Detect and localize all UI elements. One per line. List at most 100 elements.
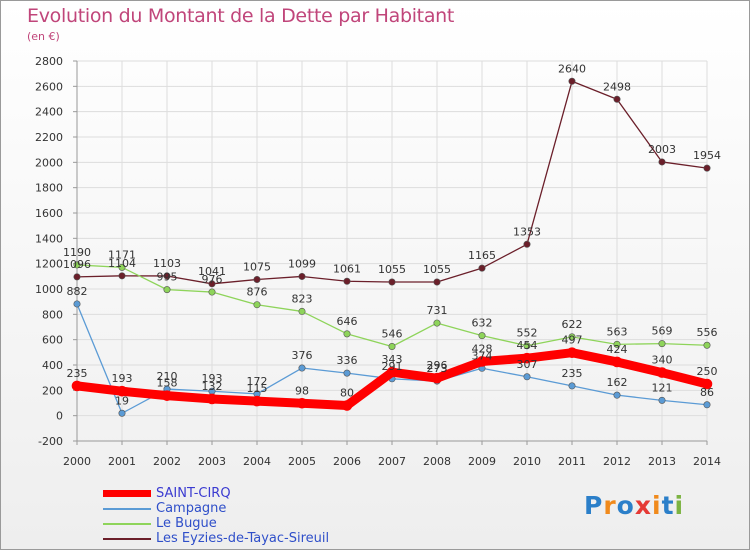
data-label-saint-cirq: 340: [652, 354, 673, 367]
data-label-campagne: 193: [202, 372, 223, 385]
data-point-le-bugue: [253, 301, 261, 309]
data-label-le-bugue: 632: [472, 317, 493, 330]
data-label-campagne: 882: [67, 285, 88, 298]
data-point-saint-cirq: [521, 352, 533, 364]
data-labels: 1096 1104 1103 1041 1075 1099 1061 1055 1055 1165…: [63, 62, 721, 407]
data-label-saint-cirq: 428: [472, 342, 493, 355]
data-point-les-eyzies-de-tayac-sireuil: [433, 278, 441, 286]
data-point-saint-cirq: [116, 385, 128, 397]
data-point-campagne: [523, 373, 531, 381]
data-point-les-eyzies-de-tayac-sireuil: [298, 272, 306, 280]
data-point-saint-cirq: [386, 366, 398, 378]
data-point-saint-cirq: [71, 380, 83, 392]
y-tick-label: 800: [42, 308, 63, 321]
data-point-les-eyzies-de-tayac-sireuil: [73, 273, 81, 281]
legend-swatch: [103, 490, 151, 497]
data-label-saint-cirq: 343: [382, 353, 403, 366]
data-point-saint-cirq: [251, 395, 263, 407]
data-point-les-eyzies-de-tayac-sireuil: [208, 280, 216, 288]
data-label-les-eyzies-de-tayac-sireuil: 1104: [108, 257, 136, 270]
data-label-campagne: 376: [292, 349, 313, 362]
x-tick-label: 2008: [423, 455, 451, 468]
data-point-les-eyzies-de-tayac-sireuil: [118, 272, 126, 280]
logo-letter: i: [652, 491, 662, 520]
data-label-le-bugue: 546: [382, 328, 403, 341]
legend-swatch: [103, 538, 151, 540]
series-lines: [71, 77, 713, 417]
data-label-le-bugue: 1171: [108, 248, 136, 261]
x-tick-label: 2002: [153, 455, 181, 468]
legend-swatch: [103, 508, 151, 510]
data-point-saint-cirq: [611, 356, 623, 368]
data-label-les-eyzies-de-tayac-sireuil: 1103: [153, 257, 181, 270]
data-point-le-bugue: [613, 340, 621, 348]
x-tick-label: 2001: [108, 455, 136, 468]
chart-title: Evolution du Montant de la Dette par Hab…: [27, 5, 455, 27]
data-label-le-bugue: 731: [427, 304, 448, 317]
data-point-saint-cirq: [656, 367, 668, 378]
data-point-le-bugue: [433, 319, 441, 327]
logo-letter: i: [674, 491, 685, 520]
legend-label: Le Bugue: [156, 516, 217, 531]
data-point-saint-cirq: [476, 356, 488, 367]
x-tick-label: 2012: [603, 455, 631, 468]
data-point-campagne: [703, 401, 711, 409]
y-tick-label: 400: [42, 359, 63, 372]
legend-label: Les Eyzies-de-Tayac-Sireuil: [156, 531, 330, 546]
data-point-les-eyzies-de-tayac-sireuil: [478, 264, 486, 272]
data-label-le-bugue: 646: [337, 315, 358, 328]
data-label-le-bugue: 563: [607, 325, 628, 338]
data-label-campagne: 273: [427, 362, 448, 375]
y-tick-label: 2200: [35, 131, 63, 144]
logo-letter: r: [603, 491, 617, 520]
data-label-saint-cirq: 497: [562, 334, 583, 347]
data-point-saint-cirq: [566, 347, 578, 359]
data-label-les-eyzies-de-tayac-sireuil: 1954: [693, 149, 721, 162]
data-point-le-bugue: [118, 263, 126, 271]
data-label-le-bugue: 976: [202, 273, 223, 286]
data-label-le-bugue: 569: [652, 325, 673, 338]
data-label-saint-cirq: 250: [697, 365, 718, 378]
data-point-campagne: [343, 369, 351, 377]
y-tick-label: 1800: [35, 182, 63, 195]
data-point-les-eyzies-de-tayac-sireuil: [658, 158, 666, 166]
data-label-saint-cirq: 98: [295, 384, 309, 397]
proxiti-logo: Proxiti: [584, 491, 684, 520]
data-label-le-bugue: 556: [697, 326, 718, 339]
data-point-saint-cirq: [701, 378, 713, 390]
data-point-les-eyzies-de-tayac-sireuil: [613, 95, 621, 103]
data-point-le-bugue: [568, 333, 576, 341]
data-label-campagne: 210: [157, 370, 178, 383]
data-label-les-eyzies-de-tayac-sireuil: 1041: [198, 265, 226, 278]
x-tick-label: 2003: [198, 455, 226, 468]
data-label-les-eyzies-de-tayac-sireuil: 1055: [378, 263, 406, 276]
data-label-les-eyzies-de-tayac-sireuil: 1055: [423, 263, 451, 276]
data-point-les-eyzies-de-tayac-sireuil: [568, 77, 576, 85]
x-tick-label: 2006: [333, 455, 361, 468]
data-label-les-eyzies-de-tayac-sireuil: 1099: [288, 257, 316, 270]
data-label-campagne: 86: [700, 386, 714, 399]
data-label-le-bugue: 1190: [63, 246, 91, 259]
data-label-saint-cirq: 115: [247, 382, 268, 395]
data-label-les-eyzies-de-tayac-sireuil: 2498: [603, 80, 631, 93]
data-point-le-bugue: [703, 341, 711, 349]
data-label-campagne: 374: [472, 349, 493, 362]
y-tick-label: 1000: [35, 283, 63, 296]
data-point-campagne: [658, 396, 666, 404]
x-tick-label: 2007: [378, 455, 406, 468]
y-tick-label: 0: [56, 410, 63, 423]
axes: -200 0 200 400 600 800 1000 1200 1400 1600 1800 200…: [35, 55, 721, 468]
data-label-saint-cirq: 80: [340, 387, 354, 400]
data-point-campagne: [118, 409, 126, 417]
data-label-le-bugue: 552: [517, 327, 538, 340]
y-tick-label: 2800: [35, 55, 63, 68]
data-point-les-eyzies-de-tayac-sireuil: [343, 277, 351, 285]
data-point-le-bugue: [163, 286, 171, 294]
data-point-campagne: [298, 364, 306, 372]
data-point-les-eyzies-de-tayac-sireuil: [703, 164, 711, 172]
data-point-le-bugue: [388, 343, 396, 351]
data-label-le-bugue: 823: [292, 292, 313, 305]
y-tick-label: 2600: [35, 80, 63, 93]
chart-subtitle: (en €): [27, 30, 60, 43]
